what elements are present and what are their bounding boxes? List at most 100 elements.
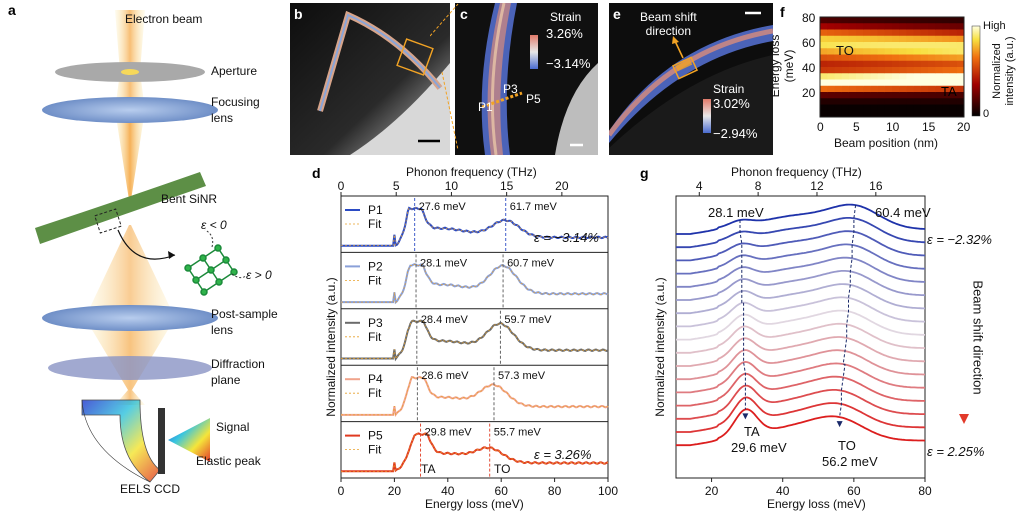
heatmap-cell bbox=[841, 17, 850, 24]
heatmap-cell bbox=[820, 110, 828, 118]
panel-label-e: e bbox=[613, 6, 621, 22]
heatmap-cell bbox=[863, 85, 871, 93]
heatmap-cell bbox=[856, 92, 864, 99]
heatmap-cell bbox=[820, 60, 828, 68]
g-peak-bottom-left: 29.6 meV bbox=[731, 440, 787, 455]
heatmap-cell bbox=[870, 60, 879, 68]
heatmap-cell bbox=[820, 98, 828, 105]
heatmap-cell bbox=[956, 92, 965, 99]
heatmap-cell bbox=[899, 35, 907, 43]
d-legend-fit: Fit bbox=[368, 330, 382, 344]
heatmap-cell bbox=[856, 54, 864, 62]
panel-e-strain-min: −2.94% bbox=[713, 126, 758, 141]
heatmap-cell bbox=[892, 17, 900, 24]
heatmap-cell bbox=[920, 29, 929, 37]
heatmap-cell bbox=[820, 42, 828, 49]
heatmap-cell bbox=[935, 35, 943, 43]
g-curve bbox=[676, 296, 925, 328]
heatmap-cell bbox=[913, 42, 922, 49]
heatmap-cell bbox=[920, 54, 929, 62]
heatmap-cell bbox=[949, 35, 958, 43]
heatmap-cell bbox=[906, 23, 915, 30]
heatmap-cell bbox=[928, 79, 936, 87]
d-ta-value: 28.4 meV bbox=[421, 314, 469, 326]
label-post-sample-lens: Post-sample lens bbox=[211, 307, 278, 337]
heatmap-cell bbox=[863, 29, 871, 37]
heatmap-cell bbox=[848, 92, 857, 99]
heatmap-cell bbox=[920, 104, 929, 112]
heatmap-cell bbox=[820, 23, 828, 30]
heatmap-cell bbox=[956, 73, 965, 80]
panel-c-strain-min: −3.14% bbox=[546, 56, 591, 71]
heatmap-cell bbox=[935, 29, 943, 37]
heatmap-cell bbox=[877, 67, 886, 74]
heatmap-cell bbox=[899, 42, 907, 49]
heatmap-cell bbox=[856, 85, 864, 93]
heatmap-cell bbox=[949, 98, 958, 105]
heatmap-cell bbox=[935, 92, 943, 99]
heatmap-cell bbox=[820, 29, 828, 37]
heatmap-cell bbox=[892, 48, 900, 55]
g-curve bbox=[676, 243, 925, 275]
heatmap-cell bbox=[863, 60, 871, 68]
heatmap-cell bbox=[899, 85, 907, 93]
heatmap-cell bbox=[956, 42, 965, 49]
heatmap-cell bbox=[834, 67, 843, 74]
heatmap-cell bbox=[841, 98, 850, 105]
d-ta-value: 27.6 meV bbox=[419, 201, 467, 213]
g-toptick-label: 16 bbox=[869, 179, 883, 193]
g-eps-bottom: ε = 2.25% bbox=[927, 444, 985, 459]
g-curve bbox=[676, 349, 925, 381]
heatmap-cell bbox=[920, 42, 929, 49]
heatmap-cell bbox=[935, 73, 943, 80]
heatmap-cell bbox=[834, 35, 843, 43]
heatmap-cell bbox=[949, 67, 958, 74]
heatmap-cell bbox=[863, 17, 871, 24]
heatmap-cell bbox=[942, 110, 951, 118]
heatmap-cell bbox=[834, 17, 843, 24]
heatmap-cell bbox=[892, 73, 900, 80]
zoom-connector bbox=[430, 3, 459, 151]
heatmap-cell bbox=[906, 48, 915, 55]
heatmap-cell bbox=[870, 48, 879, 55]
heatmap-cell bbox=[949, 29, 958, 37]
heatmap-cell bbox=[942, 60, 951, 68]
heatmap-cell bbox=[856, 23, 864, 30]
heatmap-cell bbox=[956, 29, 965, 37]
heatmap-cell bbox=[820, 17, 828, 24]
heatmap-cell bbox=[942, 23, 951, 30]
label-eps-neg: ε < 0 bbox=[201, 218, 227, 232]
panel-e-strain-max: 3.02% bbox=[713, 96, 750, 111]
panel-label-c: c bbox=[460, 6, 468, 22]
heatmap-cell bbox=[899, 29, 907, 37]
heatmap-cell bbox=[834, 48, 843, 55]
heatmap-cell bbox=[892, 23, 900, 30]
heatmap-cell bbox=[906, 60, 915, 68]
heatmap-cell bbox=[841, 35, 850, 43]
heatmap-cell bbox=[899, 98, 907, 105]
heatmap-cell bbox=[956, 79, 965, 87]
g-toptick-label: 4 bbox=[696, 179, 703, 193]
heatmap-cb-high: High bbox=[983, 20, 1006, 32]
heatmap-cell bbox=[834, 42, 843, 49]
heatmap-cell bbox=[848, 29, 857, 37]
heatmap-cell bbox=[913, 73, 922, 80]
label-bent-sinr: Bent SiNR bbox=[161, 192, 218, 206]
heatmap-cell bbox=[892, 92, 900, 99]
heatmap-cell bbox=[913, 60, 922, 68]
heatmap-cell bbox=[856, 17, 864, 24]
heatmap-xtick-4: 20 bbox=[957, 120, 971, 134]
heatmap-cell bbox=[906, 29, 915, 37]
g-curve bbox=[676, 203, 926, 235]
heatmap-cell bbox=[834, 104, 843, 112]
heatmap-ytick-60: 60 bbox=[802, 36, 816, 50]
heatmap-cell bbox=[856, 73, 864, 80]
heatmap-cell bbox=[856, 35, 864, 43]
heatmap-cell bbox=[877, 23, 886, 30]
heatmap-cell bbox=[892, 110, 900, 118]
heatmap-cell bbox=[877, 73, 886, 80]
heatmap-cell bbox=[884, 73, 893, 80]
heatmap-cell bbox=[877, 29, 886, 37]
heatmap-cell bbox=[920, 110, 929, 118]
